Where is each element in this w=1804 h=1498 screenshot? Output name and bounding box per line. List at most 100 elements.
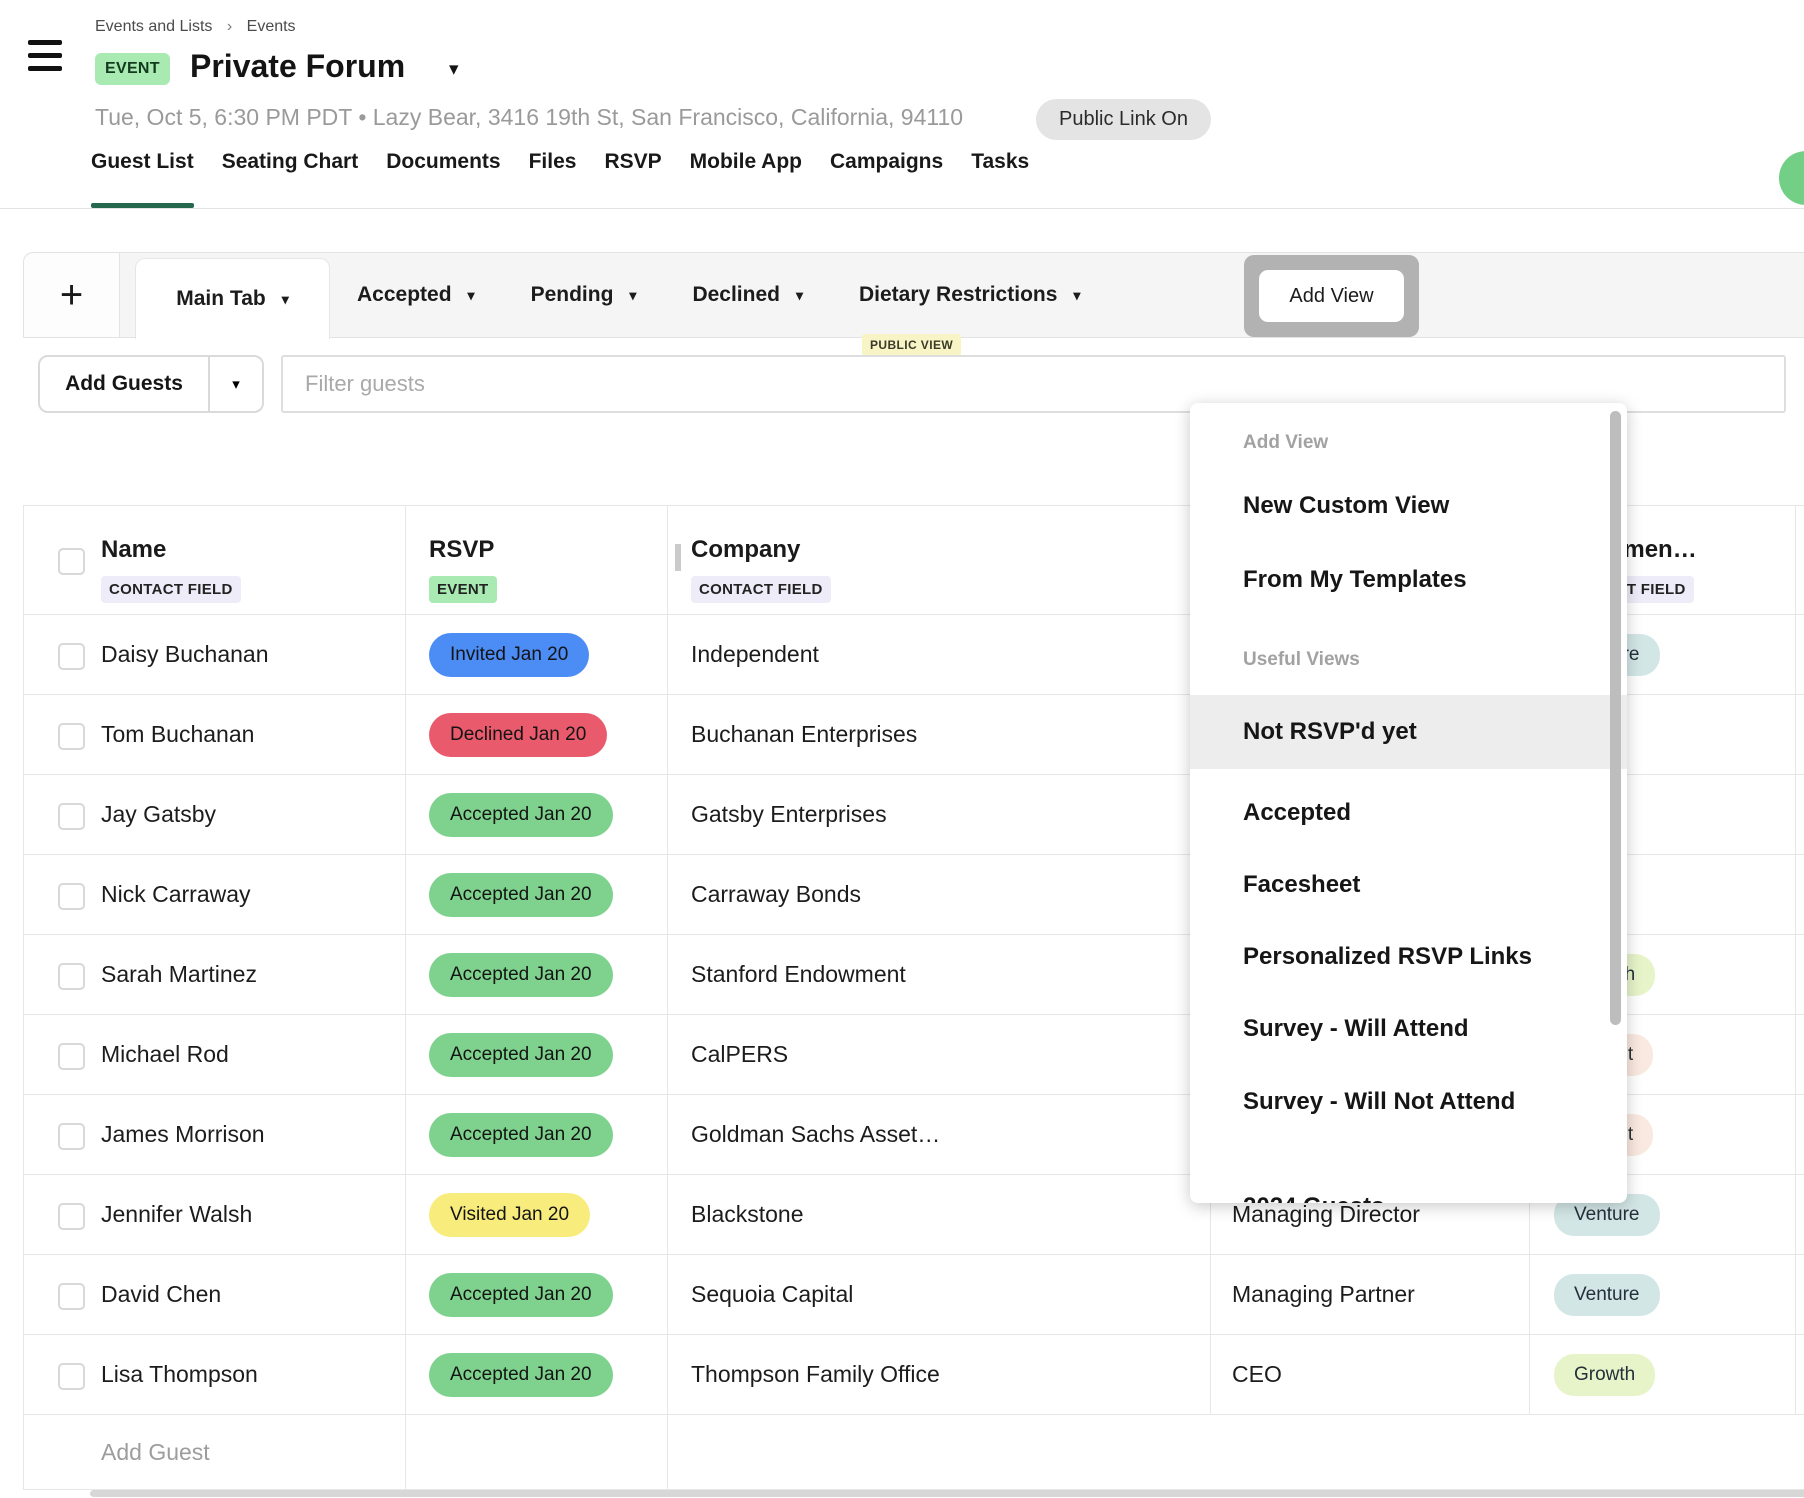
guest-name[interactable]: Lisa Thompson [101, 1361, 258, 1387]
breadcrumb: Events and Lists › Events [95, 18, 296, 36]
column-badge-event: EVENT [429, 576, 497, 603]
guest-name[interactable]: Sarah Martinez [101, 961, 257, 987]
column-drag-handle-icon[interactable] [675, 544, 681, 571]
title-cell: Managing Director [1232, 1201, 1420, 1227]
guest-name[interactable]: James Morrison [101, 1121, 265, 1147]
tab-mobile-app[interactable]: Mobile App [689, 150, 802, 173]
public-link-badge[interactable]: Public Link On [1036, 99, 1211, 140]
rsvp-status-badge[interactable]: Accepted Jan 20 [429, 1272, 613, 1317]
caret-down-icon: ▾ [232, 376, 240, 393]
menu-item-not-rsvpd-yet[interactable]: Not RSVP'd yet [1190, 695, 1627, 769]
breadcrumb-events[interactable]: Events [246, 18, 296, 35]
column-header-name[interactable]: Name [101, 536, 167, 563]
guest-name[interactable]: Jennifer Walsh [101, 1201, 253, 1227]
rsvp-status-badge[interactable]: Accepted Jan 20 [429, 952, 613, 997]
company-cell: Stanford Endowment [691, 961, 906, 987]
rsvp-status-badge[interactable]: Accepted Jan 20 [429, 1112, 613, 1157]
guest-name[interactable]: Tom Buchanan [101, 721, 255, 747]
row-checkbox[interactable] [58, 1363, 85, 1390]
title-cell: Managing Partner [1232, 1281, 1415, 1307]
company-cell: Buchanan Enterprises [691, 721, 918, 747]
event-type-badge: EVENT [95, 53, 170, 85]
menu-item-from-my-templates[interactable]: From My Templates [1243, 566, 1467, 593]
row-checkbox[interactable] [58, 643, 85, 670]
view-tab-main-tab[interactable]: Main Tab ▾ [135, 258, 330, 339]
menu-item-new-custom-view[interactable]: New Custom View [1243, 492, 1450, 519]
rsvp-status-badge[interactable]: Accepted Jan 20 [429, 1352, 613, 1397]
guest-name[interactable]: David Chen [101, 1281, 222, 1307]
plus-icon: + [59, 272, 84, 317]
tab-documents[interactable]: Documents [386, 150, 501, 173]
row-checkbox[interactable] [58, 1203, 85, 1230]
caret-down-icon: ▾ [629, 286, 637, 303]
caret-down-icon: ▾ [1073, 286, 1081, 303]
view-tab-dietary-restrictions[interactable]: Dietary Restrictions ▾ PUBLIC VIEW [859, 283, 1081, 356]
dropdown-section-add-view: Add View [1243, 432, 1329, 453]
row-checkbox[interactable] [58, 803, 85, 830]
company-cell: Blackstone [691, 1201, 804, 1227]
row-checkbox[interactable] [58, 883, 85, 910]
tab-campaigns[interactable]: Campaigns [830, 150, 944, 173]
company-cell: Thompson Family Office [691, 1361, 940, 1387]
menu-item-survey-will-attend[interactable]: Survey - Will Attend [1243, 1015, 1469, 1042]
add-guest-row[interactable]: Add Guest [24, 1415, 1804, 1490]
page-title: Private Forum [190, 48, 406, 84]
row-checkbox[interactable] [58, 723, 85, 750]
menu-item-accepted[interactable]: Accepted [1243, 799, 1352, 826]
add-guests-caret-button[interactable]: ▾ [210, 355, 264, 413]
rsvp-status-badge[interactable]: Accepted Jan 20 [429, 792, 613, 837]
row-checkbox[interactable] [58, 1123, 85, 1150]
view-tab-declined[interactable]: Declined ▾ [692, 283, 803, 306]
caret-down-icon: ▾ [795, 286, 803, 303]
row-checkbox[interactable] [58, 1283, 85, 1310]
guest-name[interactable]: Michael Rod [101, 1041, 229, 1067]
row-checkbox[interactable] [58, 963, 85, 990]
menu-item-facesheet[interactable]: Facesheet [1243, 871, 1361, 898]
menu-item-2024-guests[interactable]: 2024 Guests [1190, 1170, 1627, 1203]
rsvp-status-badge[interactable]: Invited Jan 20 [429, 632, 590, 677]
company-cell: Gatsby Enterprises [691, 801, 887, 827]
guest-name[interactable]: Nick Carraway [101, 881, 251, 907]
table-row: Sarah Martinez Accepted Jan 20 Stanford … [24, 935, 1804, 1015]
title-cell: CEO [1232, 1361, 1282, 1387]
header-divider [0, 208, 1804, 209]
company-cell: Independent [691, 641, 819, 667]
column-header-company[interactable]: Company [691, 536, 801, 563]
row-checkbox[interactable] [58, 1043, 85, 1070]
dropdown-section-useful-views: Useful Views [1243, 649, 1360, 670]
add-guests-split-button: Add Guests ▾ [38, 355, 264, 413]
tab-tasks[interactable]: Tasks [971, 150, 1030, 173]
dropdown-scrollbar[interactable] [1610, 411, 1621, 1025]
view-tab-pending[interactable]: Pending ▾ [530, 283, 637, 306]
rsvp-status-badge[interactable]: Declined Jan 20 [429, 712, 608, 757]
table-row: Jay Gatsby Accepted Jan 20 Gatsby Enterp… [24, 775, 1804, 855]
select-all-checkbox[interactable] [58, 548, 85, 575]
view-tab-accepted[interactable]: Accepted ▾ [357, 283, 475, 306]
rsvp-status-badge[interactable]: Accepted Jan 20 [429, 1032, 613, 1077]
add-view-highlight-ring: Add View [1244, 255, 1419, 337]
add-guests-button[interactable]: Add Guests [38, 355, 210, 413]
company-cell: Carraway Bonds [691, 881, 862, 907]
tab-guest-list[interactable]: Guest List [91, 150, 194, 208]
help-bubble-button[interactable] [1779, 151, 1804, 205]
rsvp-status-badge[interactable]: Accepted Jan 20 [429, 872, 613, 917]
column-header-rsvp[interactable]: RSVP [429, 536, 495, 563]
guest-name[interactable]: Jay Gatsby [101, 801, 217, 827]
guest-table: Name CONTACT FIELD RSVP EVENT Company CO… [23, 505, 1804, 1490]
guest-name[interactable]: Daisy Buchanan [101, 641, 269, 667]
tab-files[interactable]: Files [528, 150, 577, 173]
add-view-tab-button[interactable]: + [24, 253, 120, 337]
menu-item-survey-will-not-attend[interactable]: Survey - Will Not Attend [1243, 1088, 1516, 1115]
tab-seating-chart[interactable]: Seating Chart [221, 150, 359, 173]
menu-icon[interactable] [28, 40, 62, 72]
rsvp-status-badge[interactable]: Visited Jan 20 [429, 1192, 591, 1237]
add-view-dropdown: Add View New Custom View From My Templat… [1190, 403, 1627, 1203]
tab-rsvp[interactable]: RSVP [604, 150, 662, 173]
menu-item-personalized-rsvp-links[interactable]: Personalized RSVP Links [1243, 943, 1532, 970]
horizontal-scrollbar[interactable] [90, 1490, 1804, 1497]
table-row: Tom Buchanan Declined Jan 20 Buchanan En… [24, 695, 1804, 775]
add-view-button[interactable]: Add View [1259, 270, 1404, 322]
title-caret-down-icon[interactable]: ▾ [449, 59, 459, 80]
breadcrumb-events-and-lists[interactable]: Events and Lists [95, 18, 213, 35]
